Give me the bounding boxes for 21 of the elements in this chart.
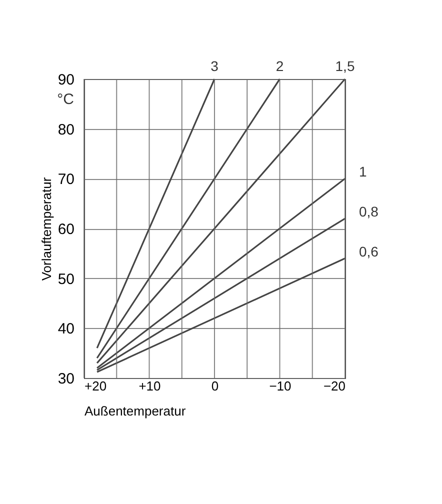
y-axis-title: Vorlauftemperatur bbox=[38, 176, 54, 281]
series-label: 0,8 bbox=[359, 204, 379, 220]
series-label: 1,5 bbox=[335, 58, 355, 74]
x-tick-label: 0 bbox=[211, 378, 219, 394]
series-label: 0,6 bbox=[359, 243, 379, 260]
y-tick-label: 70 bbox=[58, 171, 74, 188]
series-label: 2 bbox=[276, 58, 284, 74]
series-label: 3 bbox=[210, 58, 219, 74]
y-tick-label: 40 bbox=[58, 320, 74, 338]
series-label: 1 bbox=[359, 164, 367, 180]
x-tick-label: −10 bbox=[269, 378, 292, 394]
x-tick-label: −20 bbox=[323, 378, 346, 394]
y-tick-label: 80 bbox=[58, 121, 74, 138]
x-tick-label: +20 bbox=[84, 378, 107, 394]
y-tick-label: 30 bbox=[58, 370, 74, 388]
x-axis-title: Außentemperatur bbox=[84, 404, 186, 418]
text: °C bbox=[57, 91, 74, 108]
x-tick-label: +10 bbox=[138, 378, 161, 394]
y-tick-label: 60 bbox=[58, 221, 74, 238]
y-tick-label: 90 bbox=[58, 72, 74, 88]
y-tick-label: 50 bbox=[58, 270, 74, 288]
